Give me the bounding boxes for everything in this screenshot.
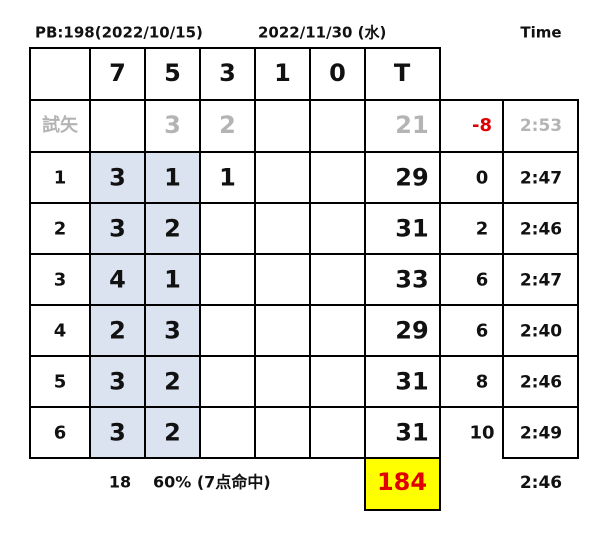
cell: 2 <box>164 419 181 447</box>
trial-diff: -8 <box>472 115 492 136</box>
cell: 3 <box>109 164 126 192</box>
column-header: 0 <box>329 59 346 87</box>
grand-total: 184 <box>377 468 427 496</box>
row-diff: 0 <box>476 168 489 189</box>
cell: 2 <box>109 317 126 345</box>
cell: 3 <box>109 215 126 243</box>
cell: 4 <box>109 266 126 294</box>
row-label: 1 <box>54 168 67 189</box>
grid <box>29 47 579 459</box>
trial-cell: 2 <box>219 111 236 139</box>
time-label: Time <box>520 24 561 42</box>
cell: 1 <box>164 266 181 294</box>
cell: 1 <box>164 164 181 192</box>
cell: 3 <box>109 419 126 447</box>
row-total: 29 <box>395 317 428 345</box>
row-total: 31 <box>395 215 428 243</box>
row-diff: 6 <box>476 270 489 291</box>
cell: 3 <box>164 317 181 345</box>
row-total: 33 <box>395 266 428 294</box>
cell: 2 <box>164 215 181 243</box>
row-time: 2:49 <box>520 424 562 444</box>
date: 2022/11/30 (水) <box>258 24 386 42</box>
row-time: 2:46 <box>520 373 562 393</box>
row-total: 31 <box>395 419 428 447</box>
cell: 3 <box>109 368 126 396</box>
row-total: 31 <box>395 368 428 396</box>
column-header: 1 <box>274 59 291 87</box>
row-label: 3 <box>54 270 67 291</box>
column-header: T <box>394 59 411 87</box>
hits: 18 <box>109 473 131 492</box>
column-header: 7 <box>109 59 126 87</box>
row-time: 2:47 <box>520 169 562 189</box>
trial-time: 2:53 <box>520 116 562 136</box>
rate: 60% (7点命中) <box>153 473 271 492</box>
row-diff: 8 <box>476 372 489 393</box>
row-time: 2:46 <box>520 220 562 240</box>
row-diff: 6 <box>476 321 489 342</box>
row-total: 29 <box>395 164 428 192</box>
row-label: 6 <box>54 423 67 444</box>
row-time: 2:47 <box>520 271 562 291</box>
trial-total: 21 <box>395 111 428 139</box>
row-label: 4 <box>54 321 67 342</box>
trial-cell: 3 <box>164 111 181 139</box>
avg-time: 2:46 <box>520 473 562 493</box>
row-diff: 2 <box>476 219 489 240</box>
row-label: 5 <box>54 372 67 393</box>
column-header: 5 <box>164 59 181 87</box>
column-header: 3 <box>219 59 236 87</box>
pb: PB:198(2022/10/15) <box>35 24 203 42</box>
cell: 1 <box>219 164 236 192</box>
row-diff: 10 <box>469 423 494 444</box>
row-time: 2:40 <box>520 322 562 342</box>
row-label: 2 <box>54 219 67 240</box>
total-box <box>364 457 441 511</box>
trial-label: 試矢 <box>42 114 79 136</box>
cell: 2 <box>164 368 181 396</box>
